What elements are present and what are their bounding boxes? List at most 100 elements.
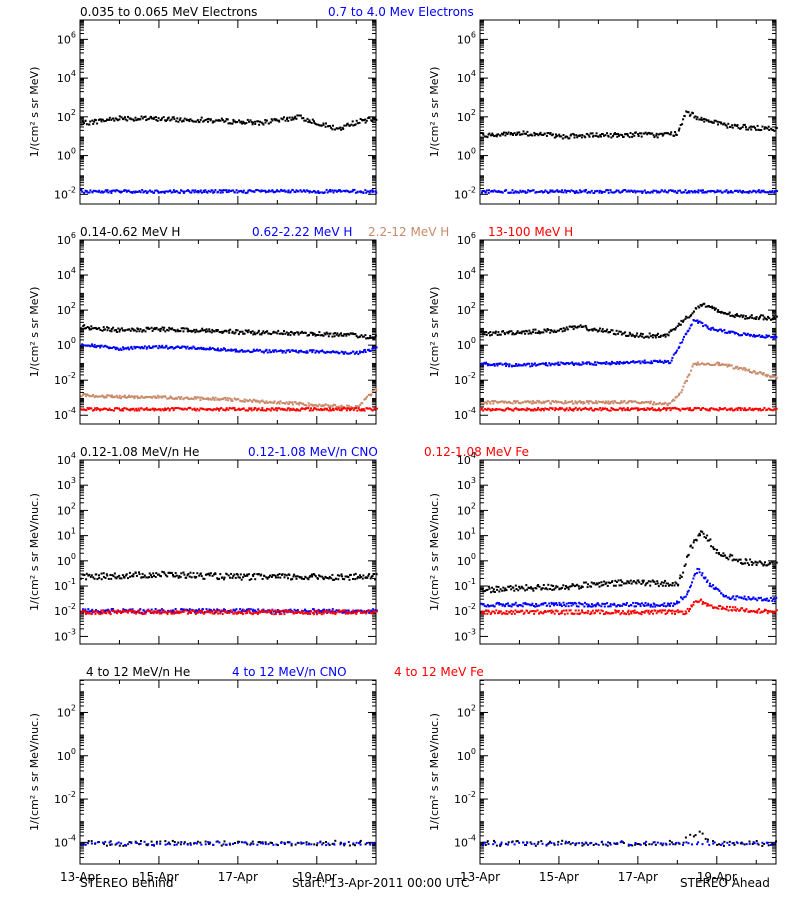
data-point <box>245 192 248 194</box>
data-point <box>520 191 523 194</box>
data-point <box>237 350 240 353</box>
data-point <box>324 125 327 128</box>
data-point <box>664 407 667 410</box>
data-point <box>320 405 323 408</box>
data-point <box>503 131 505 134</box>
data-point <box>493 591 496 593</box>
data-point <box>621 409 624 412</box>
data-point <box>127 189 130 192</box>
data-point <box>544 189 547 192</box>
data-point <box>251 123 254 126</box>
data-point <box>532 402 535 405</box>
data-point <box>302 610 305 613</box>
data-point <box>484 362 487 365</box>
data-point <box>605 361 608 363</box>
data-point <box>481 588 484 591</box>
data-point <box>601 190 604 193</box>
data-point <box>212 330 215 333</box>
data-point <box>536 399 539 402</box>
data-point <box>267 190 270 193</box>
data-point <box>489 364 492 367</box>
data-point <box>534 132 537 135</box>
data-point <box>171 346 174 348</box>
data-point <box>116 119 119 122</box>
data-point <box>209 611 212 614</box>
data-point <box>289 608 292 611</box>
data-point <box>123 576 126 579</box>
data-point <box>633 134 636 137</box>
data-point <box>581 134 584 136</box>
data-point <box>212 397 215 400</box>
data-point <box>669 409 672 412</box>
data-point <box>214 348 216 351</box>
data-point <box>276 189 279 192</box>
data-point <box>585 326 588 329</box>
data-point <box>480 330 483 333</box>
data-point <box>356 190 359 193</box>
data-point <box>85 327 88 330</box>
data-point <box>198 347 201 350</box>
data-point <box>490 591 492 594</box>
data-point <box>129 396 132 399</box>
data-point <box>350 332 353 335</box>
data-point <box>622 407 625 410</box>
data-point <box>636 401 639 404</box>
data-point <box>291 189 294 191</box>
data-point <box>573 136 576 139</box>
data-point <box>745 368 748 371</box>
data-point <box>106 394 109 397</box>
data-point <box>723 363 726 366</box>
data-point <box>208 348 211 351</box>
data-point <box>321 408 324 411</box>
data-point <box>601 328 604 331</box>
data-point <box>695 118 698 121</box>
data-point <box>100 120 103 123</box>
data-point <box>538 400 541 403</box>
data-point <box>665 191 668 194</box>
data-point <box>567 401 570 404</box>
data-point <box>173 407 176 410</box>
data-point <box>539 131 542 134</box>
data-point <box>229 609 232 612</box>
data-point <box>203 119 206 122</box>
y-tick-label: 106 <box>57 231 76 247</box>
data-point <box>735 407 738 410</box>
data-point <box>368 609 371 612</box>
data-point <box>140 115 143 118</box>
data-point <box>635 334 638 337</box>
plot-frame <box>479 19 777 205</box>
data-point <box>558 190 561 193</box>
data-point <box>236 329 239 332</box>
data-point <box>512 409 515 412</box>
data-point <box>756 190 759 193</box>
data-point <box>591 329 594 332</box>
data-point <box>774 190 776 193</box>
data-point <box>290 578 292 581</box>
data-point <box>600 409 603 412</box>
data-point <box>529 190 532 192</box>
data-point <box>244 409 247 412</box>
data-point <box>332 612 334 615</box>
data-point <box>230 610 233 613</box>
data-point <box>588 135 591 138</box>
data-point <box>280 332 283 335</box>
data-point <box>135 612 138 615</box>
data-point <box>560 327 563 330</box>
data-point <box>557 363 560 366</box>
data-point <box>287 407 290 410</box>
data-point <box>262 409 265 412</box>
data-point <box>327 335 330 338</box>
data-point <box>687 329 690 332</box>
data-point <box>142 609 145 612</box>
data-point <box>222 397 225 400</box>
data-point <box>737 406 740 409</box>
data-point <box>182 330 185 333</box>
data-point <box>225 573 228 576</box>
data-point <box>532 189 535 192</box>
data-point <box>644 409 646 411</box>
data-point <box>216 407 219 410</box>
data-point <box>679 124 682 126</box>
data-point <box>546 364 549 367</box>
data-point <box>367 574 370 577</box>
data-point <box>128 571 131 574</box>
